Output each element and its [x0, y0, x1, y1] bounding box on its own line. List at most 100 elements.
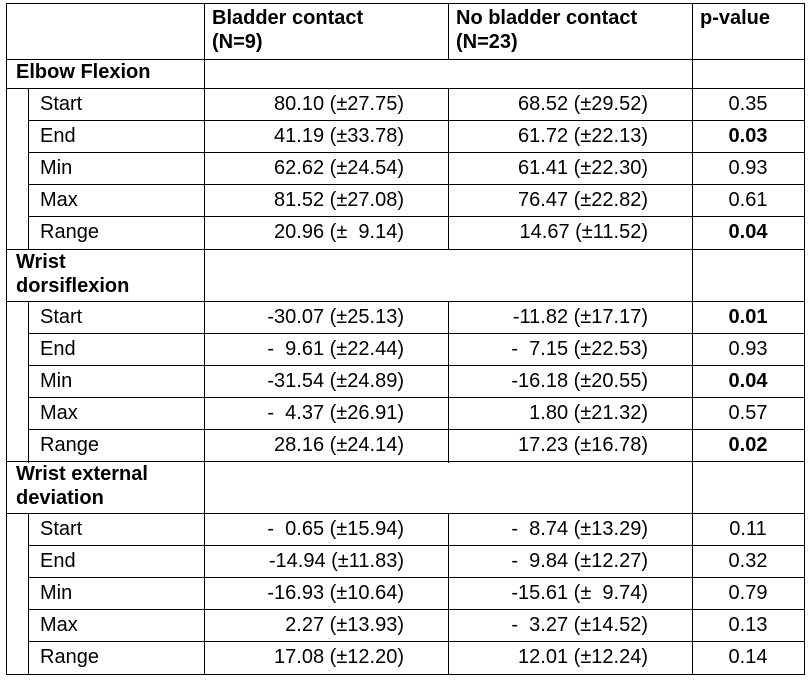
no-bladder-value: -15.61 (± 9.74): [511, 582, 648, 604]
table-rule: [448, 120, 449, 153]
bladder-value: -16.93 (±10.64): [267, 582, 404, 604]
p-value: 0.13: [728, 614, 768, 636]
table-rule: [28, 397, 805, 398]
no-bladder-value: - 8.74 (±13.29): [511, 518, 648, 540]
no-bladder-value: 14.67 (±11.52): [519, 221, 648, 243]
bladder-value: 80.10 (±27.75): [274, 93, 404, 115]
no-bladder-value: 61.72 (±22.13): [518, 125, 648, 147]
bladder-value: 17.08 (±12.20): [274, 646, 404, 668]
table-rule: [804, 545, 805, 578]
row-label: Min: [40, 582, 73, 604]
table-rule: [28, 365, 29, 398]
table-rule: [204, 461, 205, 514]
table-rule: [6, 609, 7, 642]
table-rule: [6, 365, 7, 398]
table-rule: [804, 365, 805, 398]
bladder-value: - 9.61 (±22.44): [267, 338, 404, 360]
bladder-value: 81.52 (±27.08): [274, 189, 404, 211]
no-bladder-value: -11.82 (±17.17): [512, 306, 648, 328]
table-rule: [28, 545, 805, 546]
table-rule: [6, 545, 7, 578]
row-label: Max: [40, 189, 78, 211]
bladder-value: 20.96 (± 9.14): [274, 221, 404, 243]
table-rule: [28, 88, 29, 121]
table-rule: [28, 152, 29, 185]
table-rule: [28, 513, 29, 546]
row-label: Start: [40, 306, 83, 328]
table-rule: [204, 88, 205, 121]
table-rule: [804, 513, 805, 546]
table-rule: [28, 641, 805, 642]
table-rule: [6, 429, 7, 463]
table-rule: [28, 333, 29, 366]
table-rule: [6, 513, 805, 514]
table-rule: [204, 333, 205, 366]
no-bladder-value: 12.01 (±12.24): [518, 646, 648, 668]
section-title: Elbow Flexion: [16, 61, 151, 83]
table-rule: [28, 641, 29, 675]
bladder-value: 62.62 (±24.54): [274, 157, 404, 179]
bladder-value: 28.16 (±24.14): [274, 434, 404, 456]
table-rule: [204, 513, 205, 546]
table-rule: [448, 577, 449, 610]
table-rule: [804, 88, 805, 121]
table-rule: [204, 429, 205, 463]
column-header-bladder-contact: Bladder contact (N=9): [212, 7, 364, 53]
table-rule: [28, 333, 805, 334]
table-rule: [28, 216, 805, 217]
table-rule: [804, 59, 805, 89]
table-rule: [448, 216, 449, 250]
table-rule: [6, 461, 7, 514]
table-rule: [6, 88, 805, 89]
table-rule: [804, 3, 805, 60]
table-rule: [448, 429, 449, 463]
row-label: End: [40, 550, 76, 572]
section-title: Wrist dorsiflexion: [16, 251, 130, 297]
table-rule: [204, 641, 205, 675]
table-rule: [6, 641, 7, 675]
table-rule: [692, 120, 693, 153]
table-rule: [6, 513, 7, 546]
table-rule: [204, 184, 205, 217]
row-label: Start: [40, 518, 83, 540]
table-rule: [6, 333, 7, 366]
table-rule: [804, 577, 805, 610]
p-value: 0.11: [729, 518, 767, 540]
bladder-value: 41.19 (±33.78): [274, 125, 404, 147]
p-value: 0.79: [728, 582, 768, 604]
table-rule: [804, 301, 805, 334]
table-rule: [6, 184, 7, 217]
table-rule: [448, 184, 449, 217]
table-rule: [804, 609, 805, 642]
p-value: 0.57: [728, 402, 768, 424]
table-rule: [804, 429, 805, 463]
table-rule: [6, 120, 7, 153]
table-rule: [692, 577, 693, 610]
table-rule: [28, 216, 29, 250]
p-value: 0.01: [728, 306, 768, 328]
p-value: 0.32: [728, 550, 768, 572]
no-bladder-value: 17.23 (±16.78): [518, 434, 648, 456]
table-rule: [804, 152, 805, 185]
table-rule: [448, 545, 449, 578]
table-rule: [692, 301, 693, 334]
table-rule: [692, 609, 693, 642]
bladder-value: - 0.65 (±15.94): [267, 518, 404, 540]
table-rule: [204, 120, 205, 153]
table-rule: [692, 641, 693, 675]
table-rule: [204, 216, 205, 250]
table-rule: [28, 120, 29, 153]
table-rule: [692, 249, 693, 302]
table-rule: [448, 641, 449, 675]
table-rule: [692, 397, 693, 430]
table-rule: [6, 577, 7, 610]
table-rule: [28, 301, 29, 334]
no-bladder-value: 68.52 (±29.52): [518, 93, 648, 115]
bladder-value: 2.27 (±13.93): [285, 614, 404, 636]
row-label: Max: [40, 402, 78, 424]
table-rule: [204, 152, 205, 185]
table-rule: [804, 216, 805, 250]
table-rule: [28, 609, 29, 642]
table-rule: [6, 3, 7, 60]
table-rule: [28, 609, 805, 610]
